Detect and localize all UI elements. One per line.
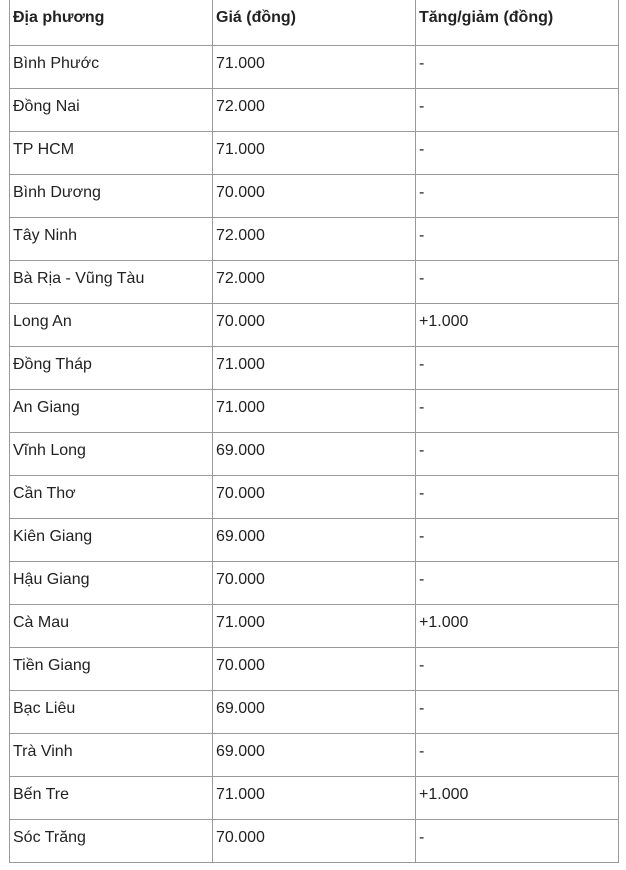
table-row: Bạc Liêu 69.000- xyxy=(9,691,619,734)
change-cell: - xyxy=(415,691,619,733)
change-cell: - xyxy=(415,562,619,604)
change-cell: - xyxy=(415,132,619,174)
location-cell: TP HCM xyxy=(9,132,212,174)
price-cell: 70.000 xyxy=(212,476,415,518)
location-cell: Bạc Liêu xyxy=(9,691,212,733)
location-cell: Bình Phước xyxy=(9,46,212,88)
price-cell: 70.000 xyxy=(212,820,415,862)
header-location: Địa phương xyxy=(9,0,212,45)
price-cell: 70.000 xyxy=(212,304,415,346)
price-cell: 71.000 xyxy=(212,605,415,647)
location-cell: Cần Thơ xyxy=(9,476,212,518)
change-cell: +1.000 xyxy=(415,605,619,647)
change-cell: - xyxy=(415,390,619,432)
price-cell: 71.000 xyxy=(212,777,415,819)
change-cell: - xyxy=(415,218,619,260)
table-row: Tây Ninh 72.000- xyxy=(9,218,619,261)
header-price: Giá (đồng) xyxy=(212,0,415,45)
price-cell: 71.000 xyxy=(212,390,415,432)
price-cell: 72.000 xyxy=(212,89,415,131)
change-cell: +1.000 xyxy=(415,304,619,346)
price-table: Địa phương Giá (đồng) Tăng/giảm (đồng) B… xyxy=(9,0,619,863)
location-cell: Long An xyxy=(9,304,212,346)
location-cell: Hậu Giang xyxy=(9,562,212,604)
location-cell: Cà Mau xyxy=(9,605,212,647)
location-cell: Trà Vinh xyxy=(9,734,212,776)
change-cell: - xyxy=(415,89,619,131)
location-cell: Vĩnh Long xyxy=(9,433,212,475)
change-cell: - xyxy=(415,519,619,561)
price-cell: 71.000 xyxy=(212,347,415,389)
table-row: Trà Vinh 69.000- xyxy=(9,734,619,777)
price-cell: 69.000 xyxy=(212,433,415,475)
table-row: Bình Phước 71.000- xyxy=(9,46,619,89)
price-cell: 70.000 xyxy=(212,175,415,217)
table-row: Bà Rịa - Vũng Tàu 72.000- xyxy=(9,261,619,304)
change-cell: - xyxy=(415,433,619,475)
location-cell: Bến Tre xyxy=(9,777,212,819)
table-row: Cà Mau 71.000 +1.000 xyxy=(9,605,619,648)
location-cell: Kiên Giang xyxy=(9,519,212,561)
location-cell: An Giang xyxy=(9,390,212,432)
table-row: Bến Tre 71.000 +1.000 xyxy=(9,777,619,820)
table-row: Cần Thơ 70.000- xyxy=(9,476,619,519)
price-cell: 69.000 xyxy=(212,519,415,561)
table-row: Long An 70.000 +1.000 xyxy=(9,304,619,347)
table-row: Tiền Giang 70.000- xyxy=(9,648,619,691)
table-row: Hậu Giang 70.000- xyxy=(9,562,619,605)
location-cell: Bà Rịa - Vũng Tàu xyxy=(9,261,212,303)
location-cell: Tây Ninh xyxy=(9,218,212,260)
price-cell: 70.000 xyxy=(212,562,415,604)
change-cell: - xyxy=(415,820,619,862)
change-cell: - xyxy=(415,648,619,690)
location-cell: Bình Dương xyxy=(9,175,212,217)
price-cell: 72.000 xyxy=(212,261,415,303)
table-row: Đồng Tháp 71.000- xyxy=(9,347,619,390)
price-cell: 71.000 xyxy=(212,132,415,174)
table-row: Vĩnh Long 69.000- xyxy=(9,433,619,476)
table-row: TP HCM 71.000- xyxy=(9,132,619,175)
header-change: Tăng/giảm (đồng) xyxy=(415,0,619,45)
change-cell: +1.000 xyxy=(415,777,619,819)
table-row: Kiên Giang 69.000- xyxy=(9,519,619,562)
change-cell: - xyxy=(415,347,619,389)
table-header-row: Địa phương Giá (đồng) Tăng/giảm (đồng) xyxy=(9,0,619,46)
table-row: Sóc Trăng 70.000- xyxy=(9,820,619,863)
table-row: Đồng Nai 72.000- xyxy=(9,89,619,132)
location-cell: Đồng Nai xyxy=(9,89,212,131)
change-cell: - xyxy=(415,46,619,88)
price-cell: 69.000 xyxy=(212,691,415,733)
location-cell: Tiền Giang xyxy=(9,648,212,690)
change-cell: - xyxy=(415,476,619,518)
price-cell: 72.000 xyxy=(212,218,415,260)
change-cell: - xyxy=(415,734,619,776)
price-cell: 71.000 xyxy=(212,46,415,88)
change-cell: - xyxy=(415,175,619,217)
location-cell: Sóc Trăng xyxy=(9,820,212,862)
change-cell: - xyxy=(415,261,619,303)
price-cell: 69.000 xyxy=(212,734,415,776)
table-row: An Giang 71.000- xyxy=(9,390,619,433)
location-cell: Đồng Tháp xyxy=(9,347,212,389)
price-cell: 70.000 xyxy=(212,648,415,690)
table-row: Bình Dương 70.000- xyxy=(9,175,619,218)
